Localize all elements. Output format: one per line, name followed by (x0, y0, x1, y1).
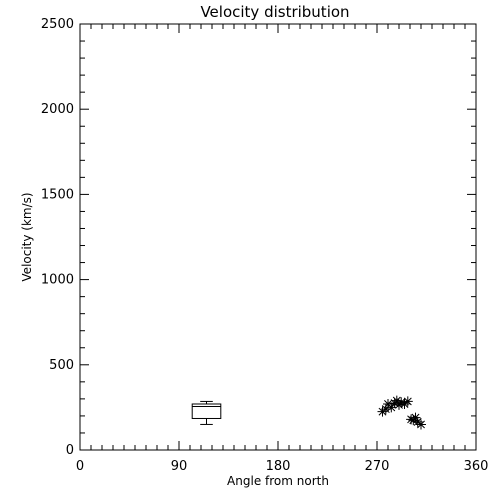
y-axis: 0 500 1000 1500 2000 2500 (41, 17, 476, 458)
data-point (377, 406, 388, 417)
data-point (380, 404, 391, 415)
data-point (391, 395, 402, 406)
x-axis-label: Angle from north (227, 474, 329, 488)
x-axis: 0 90 180 270 360 (76, 24, 489, 474)
data-point (386, 402, 397, 413)
x-tick-label: 90 (171, 459, 188, 474)
y-tick-label: 2000 (41, 102, 74, 117)
data-point (416, 419, 426, 430)
data-point (406, 414, 417, 425)
x-tick-label: 270 (365, 459, 390, 474)
box-plot (191, 400, 222, 425)
y-tick-label: 500 (49, 358, 74, 373)
data-point (412, 416, 423, 427)
y-tick-label: 0 (66, 443, 74, 458)
x-tick-label: 0 (76, 459, 84, 474)
scatter-series (377, 395, 426, 430)
y-tick-label: 2500 (41, 17, 74, 32)
chart-title: Velocity distribution (200, 3, 349, 21)
data-point (396, 397, 407, 408)
x-tick-label: 180 (266, 459, 291, 474)
data-point (410, 412, 421, 423)
x-tick-label: 360 (464, 459, 489, 474)
y-tick-label: 1000 (41, 273, 74, 288)
data-point (399, 398, 410, 409)
data-point (402, 396, 413, 407)
y-tick-label: 1500 (41, 187, 74, 202)
y-axis-label: Velocity (km/s) (20, 192, 34, 281)
plot-frame (79, 23, 477, 451)
